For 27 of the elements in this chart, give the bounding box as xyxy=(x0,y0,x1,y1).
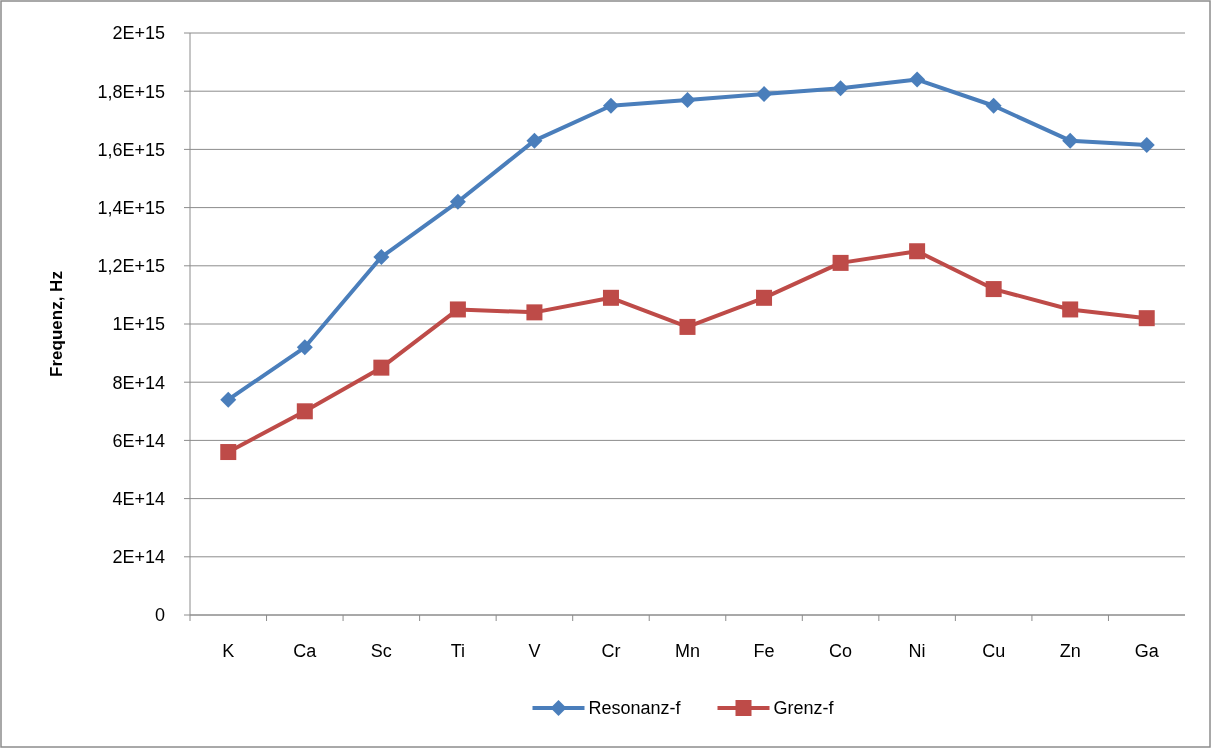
x-tick-label: K xyxy=(222,641,235,661)
x-tick-label: Ca xyxy=(293,641,318,661)
x-tick-label: Ti xyxy=(450,641,466,661)
legend-label: Resonanz-f xyxy=(588,698,682,719)
y-tick-label: 2E+15 xyxy=(112,23,165,44)
x-tick-label: Ga xyxy=(1134,641,1160,661)
x-tick-label: Co xyxy=(829,641,853,661)
x-tick-label: Fe xyxy=(753,641,775,661)
x-tick-label: Cr xyxy=(601,641,621,661)
y-axis-title: Frequenz, Hz xyxy=(47,271,66,377)
y-tick-label: 1,4E+15 xyxy=(97,197,165,218)
y-tick-label: 0 xyxy=(154,605,165,626)
x-tick-label: Zn xyxy=(1059,641,1081,661)
legend-label: Grenz-f xyxy=(773,698,835,719)
y-tick-label: 4E+14 xyxy=(112,488,165,509)
y-tick-label: 2E+14 xyxy=(112,547,165,568)
y-tick-label: 1,2E+15 xyxy=(97,256,165,277)
x-tick-label: Cu xyxy=(982,641,1006,661)
x-tick-label: Mn xyxy=(674,641,701,661)
y-tick-label: 1E+15 xyxy=(112,314,165,335)
x-tick-label: Ni xyxy=(908,641,926,661)
y-tick-label: 8E+14 xyxy=(112,372,165,393)
y-tick-label: 1,6E+15 xyxy=(97,139,165,160)
y-tick-label: 1,8E+15 xyxy=(97,81,165,102)
y-tick-label: 6E+14 xyxy=(112,430,165,451)
x-tick-label: V xyxy=(528,641,541,661)
x-tick-label: Sc xyxy=(370,641,392,661)
